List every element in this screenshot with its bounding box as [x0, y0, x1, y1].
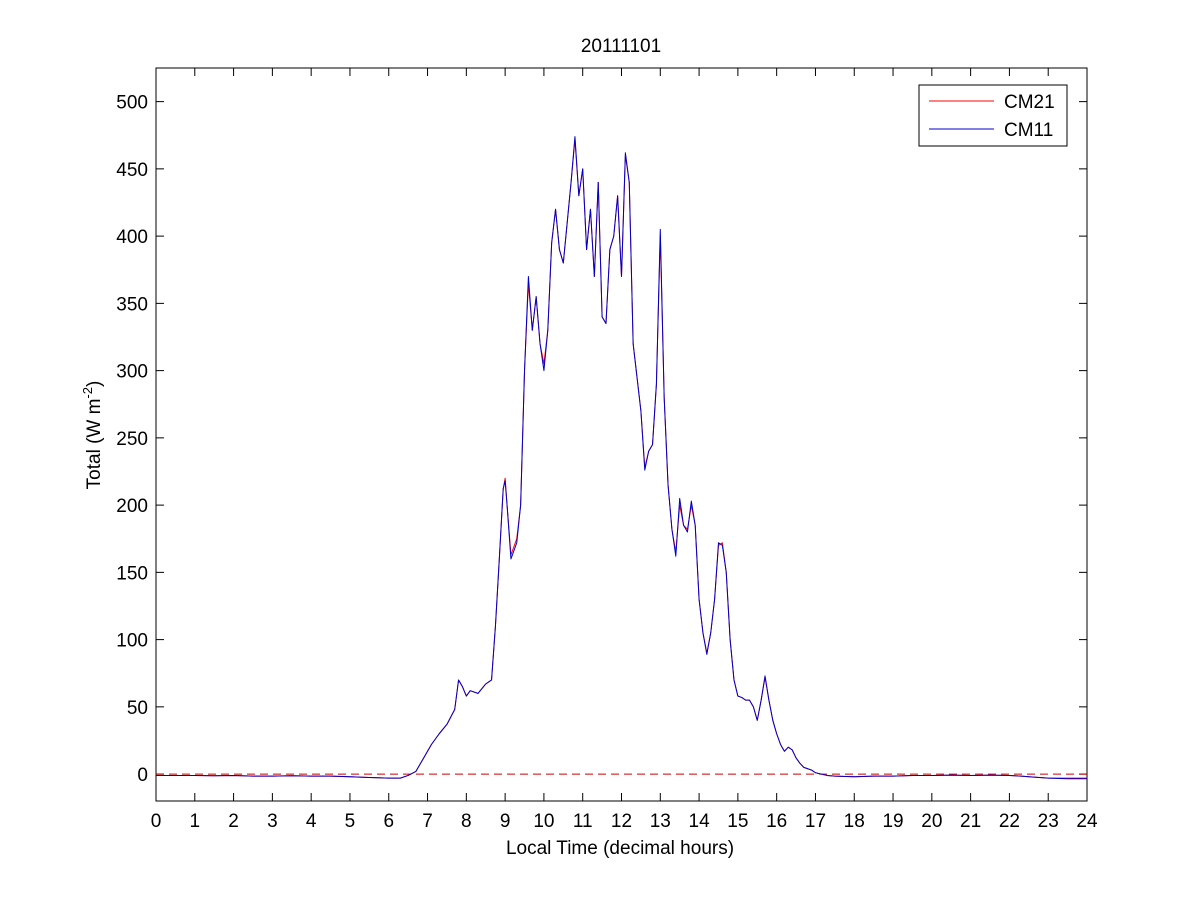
x-tick-label: 24: [1076, 811, 1098, 832]
y-tick-label: 200: [116, 496, 148, 517]
x-tick-label: 19: [882, 811, 903, 832]
y-tick-label: 250: [116, 429, 148, 450]
x-tick-label: 8: [461, 811, 472, 832]
x-axis-label: Local Time (decimal hours): [506, 838, 734, 859]
x-tick-label: 15: [727, 811, 748, 832]
x-tick-label: 6: [383, 811, 394, 832]
x-tick-label: 4: [306, 811, 317, 832]
x-tick-label: 9: [500, 811, 511, 832]
x-tick-label: 7: [422, 811, 433, 832]
y-tick-label: 500: [116, 93, 148, 114]
y-axis-label-superscript: -2: [80, 387, 95, 399]
legend-label-cm11: CM11: [1004, 120, 1053, 141]
x-tick-label: 2: [228, 811, 239, 832]
x-tick-label: 17: [805, 811, 826, 832]
x-tick-label: 18: [844, 811, 865, 832]
y-axis-label-close: ): [84, 381, 105, 387]
x-tick-label: 21: [960, 811, 981, 832]
x-tick-label: 10: [533, 811, 554, 832]
legend-label-cm21: CM21: [1004, 92, 1055, 113]
x-tick-label: 5: [345, 811, 356, 832]
y-tick-label: 350: [116, 294, 148, 315]
x-tick-label: 1: [190, 811, 201, 832]
y-tick-label: 0: [137, 765, 148, 786]
y-axis-label: Total (W m-2): [80, 381, 105, 490]
y-axis-label-main: Total (W m: [84, 399, 105, 490]
series-line-cm11: [156, 136, 1087, 780]
x-tick-label: 11: [573, 811, 593, 832]
x-tick-label: 12: [611, 811, 632, 832]
chart-title: 20111101: [581, 36, 661, 57]
y-tick-label: 100: [116, 631, 148, 652]
y-tick-label: 450: [116, 160, 148, 181]
plot-area: 0 1 2 3 4 5 6 7 8 9 10 11 12 13 14 15 16 17 18 19 20 21 22 23 24…: [116, 67, 1098, 832]
x-tick-label: 13: [650, 811, 671, 832]
legend-box: [918, 84, 1068, 147]
y-tick-label: 400: [116, 227, 148, 248]
x-tick-label: 20: [921, 811, 942, 832]
x-tick-label: 14: [689, 811, 711, 832]
axes-frame: [155, 67, 1088, 802]
x-tick-label: 3: [267, 811, 278, 832]
x-tick-label: 0: [151, 811, 162, 832]
y-tick-label: 50: [127, 698, 148, 719]
y-tick-label: 150: [116, 563, 148, 584]
x-tick-label: 16: [766, 811, 787, 832]
x-tick-label: 23: [1038, 811, 1059, 832]
x-tick-label: 22: [999, 811, 1020, 832]
y-tick-label: 300: [116, 362, 148, 383]
